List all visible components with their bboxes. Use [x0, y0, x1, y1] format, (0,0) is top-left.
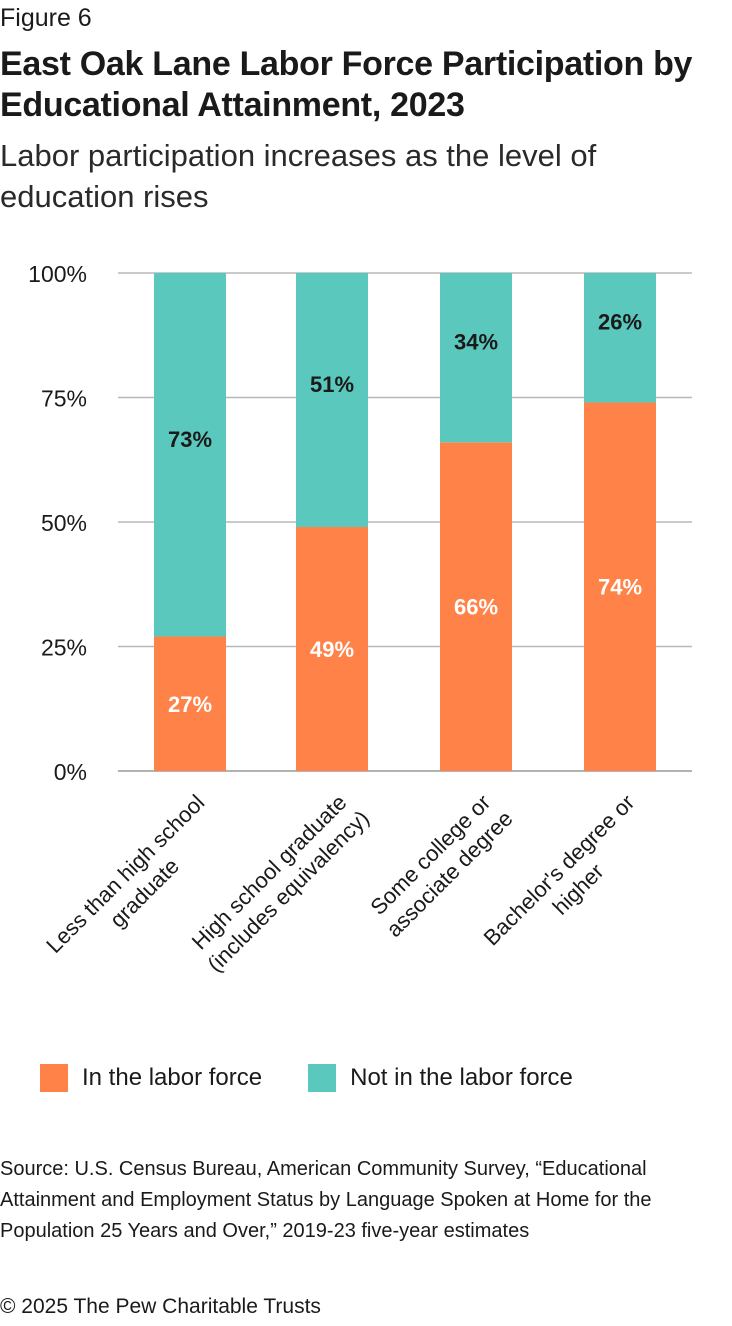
data-label: 73% — [168, 427, 212, 452]
legend-label-in-labor-force: In the labor force — [82, 1064, 263, 1091]
bar-segment — [584, 273, 656, 403]
y-tick-label: 25% — [41, 635, 87, 661]
legend-swatch-in-labor-force — [40, 1064, 68, 1092]
data-label: 51% — [310, 372, 354, 397]
data-label: 49% — [310, 637, 354, 662]
bar-segment — [296, 273, 368, 527]
copyright-note: © 2025 The Pew Charitable Trusts — [0, 1295, 321, 1318]
data-label: 27% — [168, 692, 212, 717]
bar-segment — [440, 273, 512, 443]
y-tick-label: 100% — [28, 261, 87, 287]
chart-subtitle: Labor participation increases as the lev… — [0, 138, 597, 214]
data-label: 66% — [454, 595, 498, 620]
y-tick-label: 50% — [41, 510, 87, 536]
legend-swatch-not-in-labor-force — [308, 1064, 337, 1092]
stacked-bar-chart: 0% 25% 50% 75% 100% 27% 73% Less than high scho… — [28, 261, 692, 977]
bar-segment — [584, 402, 656, 771]
x-tick-label-line: (includes equivalency) — [202, 805, 374, 977]
data-label: 34% — [454, 330, 498, 355]
chart-title: East Oak Lane Labor Force Participation … — [0, 45, 693, 124]
legend-label-not-in-labor-force: Not in the labor force — [350, 1064, 573, 1091]
data-label: 26% — [598, 310, 642, 335]
y-tick-label: 0% — [54, 759, 87, 785]
source-note: Source: U.S. Census Bureau, American Com… — [0, 1158, 652, 1242]
bar-segment — [154, 273, 226, 637]
data-label: 74% — [598, 575, 642, 600]
legend-item-not-in-labor-force: Not in the labor force — [308, 1062, 573, 1094]
y-tick-label: 75% — [41, 386, 87, 412]
figure-label: Figure 6 — [0, 4, 92, 32]
x-tick-label-line: Less than high school — [41, 790, 209, 958]
x-tick-label: High school graduate(includes equivalenc… — [187, 790, 374, 977]
bar-segment — [440, 442, 512, 771]
x-tick-label-line: High school graduate — [187, 790, 352, 955]
legend-item-in-labor-force: In the labor force — [40, 1062, 262, 1094]
bar-segment — [154, 636, 226, 771]
bar-segment — [296, 526, 368, 771]
chart-legend: In the labor force Not in the labor forc… — [40, 1062, 619, 1094]
